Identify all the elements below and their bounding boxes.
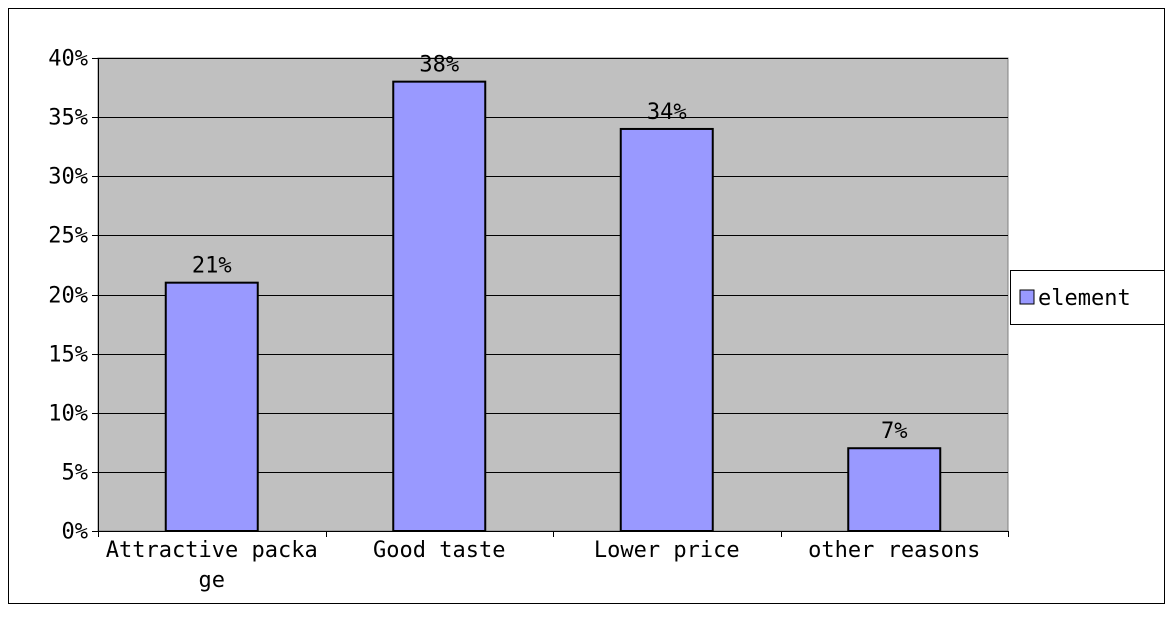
legend-swatch [1019, 289, 1035, 305]
y-tick-label: 25% [48, 224, 88, 249]
y-tick-label: 30% [48, 165, 88, 190]
y-tick-label: 5% [62, 461, 89, 486]
x-tick-label: Attractive packa [106, 538, 318, 563]
labels: 0% 5% 10% 15% 20% 25% 30% 35% 40% 21% Attractive p… [48, 47, 980, 594]
y-tick-label: 10% [48, 402, 88, 427]
bar [164, 281, 259, 532]
x-tick-label: ge [199, 568, 226, 593]
y-tick-label: 35% [48, 106, 88, 131]
y-tick-label: 20% [48, 284, 88, 309]
bar-data-label: 34% [647, 100, 687, 125]
x-tick-label: Lower price [594, 538, 740, 563]
legend-label: element [1038, 286, 1131, 311]
bar [392, 80, 487, 533]
bars [164, 80, 942, 533]
x-tick-label: other reasons [808, 538, 980, 563]
bar-data-label: 38% [419, 53, 459, 78]
y-tick-label: 15% [48, 343, 88, 368]
bar-data-label: 21% [192, 254, 232, 279]
bar [619, 127, 714, 532]
legend-box [1010, 270, 1165, 325]
bar [847, 447, 942, 533]
y-tick-label: 40% [48, 47, 88, 72]
x-tick-label: Good taste [373, 538, 505, 563]
y-tick-label: 0% [62, 520, 89, 545]
bar-data-label: 7% [881, 419, 908, 444]
legend: element [1010, 270, 1165, 325]
axes [92, 58, 1009, 537]
